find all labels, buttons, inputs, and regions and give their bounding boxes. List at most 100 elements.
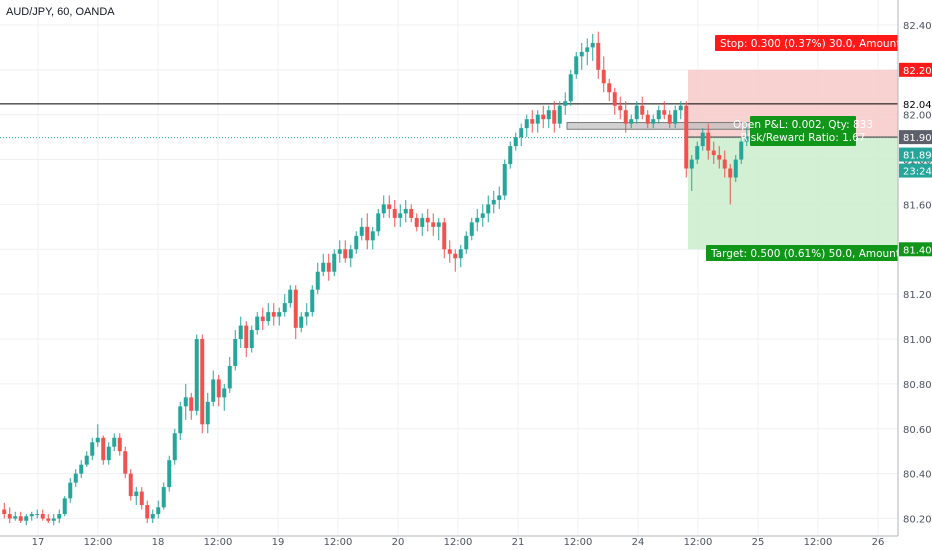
- candle-body: [574, 56, 579, 75]
- candle-body: [299, 316, 304, 328]
- candle-body: [365, 226, 370, 241]
- candle-body: [29, 514, 34, 517]
- candle-body: [618, 105, 623, 111]
- candle-body: [480, 213, 485, 218]
- pnl-box-bg: [750, 116, 856, 146]
- candle-body: [95, 437, 100, 443]
- x-tick-label: 12:00: [684, 537, 713, 548]
- x-tick-label: 24: [632, 537, 645, 548]
- candle-body: [310, 289, 315, 313]
- candle-body: [689, 159, 694, 169]
- candle-body: [90, 442, 95, 456]
- candle-body: [277, 312, 282, 317]
- candle-body: [376, 213, 381, 232]
- candle-body: [233, 339, 238, 366]
- candle-body: [244, 325, 249, 349]
- candle-body: [40, 514, 45, 519]
- current-price-tag-bg: [899, 147, 932, 162]
- candle-body: [739, 141, 744, 160]
- candle-body: [508, 146, 513, 165]
- candle-body: [200, 339, 205, 425]
- candle-body: [18, 516, 23, 521]
- candle-body: [326, 262, 331, 272]
- candle-body: [216, 379, 221, 398]
- candle-body: [112, 437, 117, 447]
- candle-body: [409, 208, 414, 218]
- candle-body: [117, 437, 122, 452]
- target-label-bg: [706, 245, 898, 261]
- candle-body: [436, 222, 441, 227]
- candle-body: [183, 397, 188, 407]
- x-tick-label: 20: [392, 537, 405, 548]
- y-tick-label: 80.800: [903, 380, 932, 391]
- candle-body: [634, 105, 639, 120]
- candle-body: [161, 487, 166, 508]
- candle-body: [46, 518, 51, 521]
- candle-body: [563, 101, 568, 106]
- y-tick-label: 82.000: [903, 111, 932, 122]
- candle-body: [464, 235, 469, 250]
- candle-body: [288, 289, 293, 304]
- candle-body: [700, 132, 705, 147]
- x-tick-label: 26: [872, 537, 885, 548]
- x-tick-label: 25: [752, 537, 765, 548]
- candle-body: [667, 114, 672, 124]
- candle-body: [227, 365, 232, 389]
- candle-body: [640, 105, 645, 115]
- candle-body: [656, 110, 661, 120]
- candle-body: [728, 168, 733, 178]
- x-tick-label: 12:00: [564, 537, 593, 548]
- candle-body: [475, 217, 480, 223]
- target-label: Target: 0.500 (0.61%) 50.0, Amount: 14: [706, 245, 921, 261]
- candle-body: [491, 199, 496, 205]
- candle-body: [497, 195, 502, 200]
- candle-body: [128, 473, 133, 497]
- candle-body: [673, 110, 678, 124]
- candle-body: [706, 132, 711, 151]
- candle-body: [662, 110, 667, 115]
- candle-body: [266, 312, 271, 322]
- candle-body: [24, 516, 29, 521]
- candle-body: [205, 401, 210, 425]
- candle-body: [568, 74, 573, 102]
- candle-body: [57, 514, 62, 519]
- candle-body: [442, 222, 447, 250]
- candle-body: [222, 388, 227, 398]
- x-tick-label: 18: [152, 537, 165, 548]
- candle-body: [458, 249, 463, 259]
- candle-body: [711, 150, 716, 156]
- x-tick-label: 21: [512, 537, 525, 548]
- candle-body: [343, 249, 348, 259]
- target-price-tag: 81.400: [899, 242, 932, 257]
- candle-body: [596, 42, 601, 70]
- position-labels: Stop: 0.300 (0.37%) 30.0, Amount: 75 Targ…: [706, 35, 921, 261]
- candle-body: [403, 208, 408, 214]
- candle-body: [546, 110, 551, 120]
- candle-body: [354, 235, 359, 250]
- candle-body: [645, 114, 650, 124]
- candle-body: [194, 339, 199, 411]
- x-tick-label: 12:00: [444, 537, 473, 548]
- candle-body: [744, 137, 749, 142]
- candle-body: [552, 110, 557, 124]
- stop-price-tag: 82.200: [899, 62, 932, 77]
- candle-body: [321, 262, 326, 272]
- countdown-tag: 23:24: [899, 163, 932, 178]
- entry-price-tag-text: 81.900: [903, 133, 932, 144]
- candle-body: [156, 507, 161, 515]
- candle-body: [678, 105, 683, 111]
- candle-body: [684, 105, 689, 169]
- candle-body: [629, 119, 634, 124]
- candle-body: [178, 406, 183, 434]
- chart-title: AUD/JPY, 60, OANDA: [6, 6, 115, 18]
- candle-body: [381, 204, 386, 214]
- entry-price-tag: 81.900: [899, 130, 932, 145]
- candle-body: [502, 164, 507, 196]
- x-tick-label: 12:00: [204, 537, 233, 548]
- x-tick-label: 12:00: [804, 537, 833, 548]
- candle-body: [139, 491, 144, 506]
- candle-body: [271, 312, 276, 317]
- candle-body: [106, 446, 111, 461]
- candle-body: [2, 509, 7, 515]
